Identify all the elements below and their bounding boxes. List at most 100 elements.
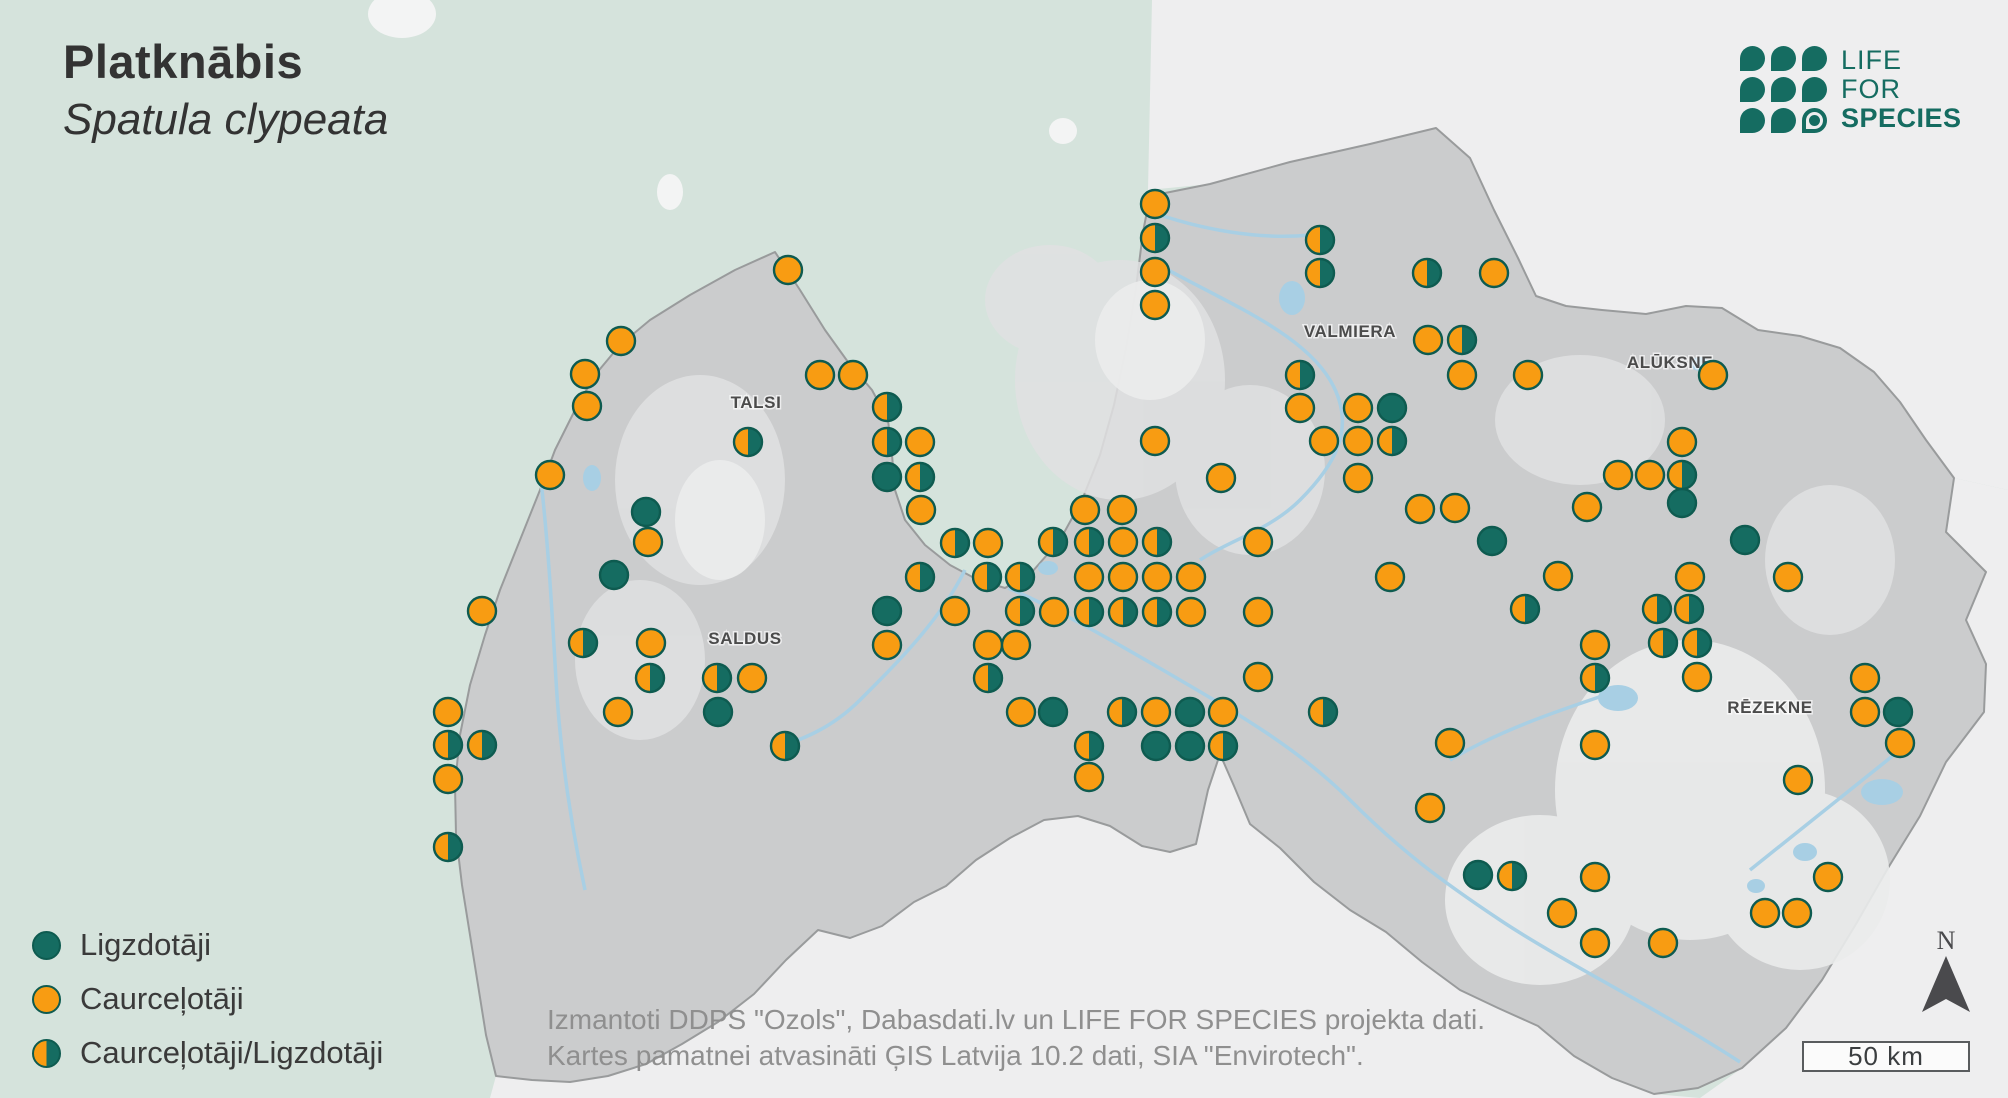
- marker-caurcelotaji-ligzdotaji: [732, 426, 764, 458]
- marker-caurcelotaji: [804, 359, 836, 391]
- marker-caurcelotaji: [1242, 661, 1274, 693]
- marker-caurcelotaji: [1884, 727, 1916, 759]
- city-label-valmiera: VALMIERA: [1304, 322, 1396, 341]
- marker-caurcelotaji-ligzdotaji: [1666, 459, 1698, 491]
- marker-caurcelotaji: [1342, 425, 1374, 457]
- marker-ligzdotaji: [1174, 730, 1206, 762]
- marker-caurcelotaji-ligzdotaji: [1139, 222, 1171, 254]
- marker-caurcelotaji: [1512, 359, 1544, 391]
- north-label: N: [1936, 926, 1956, 955]
- attribution-line-1: Izmantoti DDPS "Ozols", Dabasdati.lv un …: [547, 1004, 1486, 1035]
- marker-caurcelotaji-ligzdotaji: [1304, 257, 1336, 289]
- ligzdotaji-marker-icon: [32, 930, 61, 960]
- marker-ligzdotaji: [1140, 730, 1172, 762]
- marker-caurcelotaji: [1579, 861, 1611, 893]
- caurcelotaji-ligzdotaji-marker-icon: [32, 1038, 61, 1068]
- marker-caurcelotaji: [571, 390, 603, 422]
- attribution-line-2: Kartes pamatnei atvasināti ĢIS Latvija 1…: [547, 1040, 1364, 1071]
- marker-ligzdotaji: [1037, 696, 1069, 728]
- marker-caurcelotaji: [904, 426, 936, 458]
- marker-caurcelotaji: [1404, 493, 1436, 525]
- marker-caurcelotaji-ligzdotaji: [972, 662, 1004, 694]
- marker-caurcelotaji-ligzdotaji: [1106, 696, 1138, 728]
- attribution: Izmantoti DDPS "Ozols", Dabasdati.lv un …: [547, 1002, 1485, 1074]
- marker-caurcelotaji-ligzdotaji: [1509, 593, 1541, 625]
- scale-bar-label: 50 km: [1848, 1041, 1924, 1071]
- marker-caurcelotaji: [1374, 561, 1406, 593]
- marker-caurcelotaji: [1674, 561, 1706, 593]
- marker-caurcelotaji: [1069, 494, 1101, 526]
- marker-caurcelotaji: [1749, 897, 1781, 929]
- marker-caurcelotaji: [605, 325, 637, 357]
- marker-caurcelotaji: [1073, 561, 1105, 593]
- marker-caurcelotaji: [1697, 359, 1729, 391]
- marker-caurcelotaji: [1242, 526, 1274, 558]
- marker-caurcelotaji: [1647, 927, 1679, 959]
- marker-caurcelotaji: [736, 662, 768, 694]
- marker-caurcelotaji: [939, 595, 971, 627]
- marker-ligzdotaji: [1729, 524, 1761, 556]
- marker-caurcelotaji-ligzdotaji: [1037, 526, 1069, 558]
- legend-label: Ligzdotāji: [80, 927, 211, 962]
- title-block: Platknābis Spatula clypeata: [63, 34, 388, 145]
- marker-caurcelotaji: [1849, 662, 1881, 694]
- marker-caurcelotaji: [1139, 188, 1171, 220]
- marker-caurcelotaji: [466, 595, 498, 627]
- marker-ligzdotaji: [1666, 487, 1698, 519]
- marker-caurcelotaji: [905, 494, 937, 526]
- marker-caurcelotaji-ligzdotaji: [1207, 730, 1239, 762]
- species-latin-name: Spatula clypeata: [63, 95, 389, 144]
- legend-item-caurcelotaji-ligzdotaji: Caurceļotāji/Ligzdotāji: [32, 1035, 384, 1070]
- marker-caurcelotaji: [1342, 462, 1374, 494]
- marker-caurcelotaji: [1038, 596, 1070, 628]
- marker-caurcelotaji: [1546, 897, 1578, 929]
- marker-caurcelotaji: [1542, 560, 1574, 592]
- marker-ligzdotaji: [1476, 525, 1508, 557]
- city-labels: TALSI SALDUS VALMIERA ALŪKSNE RĒZEKNE: [707, 321, 1814, 719]
- marker-caurcelotaji-ligzdotaji: [567, 627, 599, 659]
- marker-caurcelotaji: [1175, 596, 1207, 628]
- logo-line-species: SPECIES: [1841, 103, 1962, 133]
- north-indicator: N: [1918, 926, 1974, 1017]
- marker-caurcelotaji-ligzdotaji: [871, 426, 903, 458]
- north-arrow-icon: [1922, 956, 1970, 1012]
- marker-caurcelotaji-ligzdotaji: [634, 662, 666, 694]
- legend-label: Caurceļotāji: [80, 981, 244, 1016]
- lakes: [583, 281, 1903, 893]
- marker-caurcelotaji-ligzdotaji: [1073, 730, 1105, 762]
- marker-caurcelotaji: [432, 696, 464, 728]
- marker-caurcelotaji: [1342, 392, 1374, 424]
- marker-caurcelotaji: [1579, 629, 1611, 661]
- marker-caurcelotaji: [432, 763, 464, 795]
- marker-caurcelotaji: [1139, 289, 1171, 321]
- marker-caurcelotaji: [1308, 425, 1340, 457]
- marker-caurcelotaji-ligzdotaji: [1307, 696, 1339, 728]
- marker-caurcelotaji: [569, 358, 601, 390]
- legend-label: Caurceļotāji/Ligzdotāji: [80, 1035, 384, 1070]
- scale-bar: 50 km: [1802, 1041, 1970, 1072]
- marker-caurcelotaji: [1141, 561, 1173, 593]
- legend: Ligzdotāji Caurceļotāji Caurceļotāji/Lig…: [32, 927, 384, 1092]
- marker-caurcelotaji-ligzdotaji: [701, 662, 733, 694]
- marker-caurcelotaji-ligzdotaji: [1141, 526, 1173, 558]
- marker-ligzdotaji: [871, 595, 903, 627]
- marker-caurcelotaji-ligzdotaji: [432, 729, 464, 761]
- marker-ligzdotaji: [1174, 696, 1206, 728]
- marker-caurcelotaji: [1666, 426, 1698, 458]
- marker-caurcelotaji: [1579, 927, 1611, 959]
- marker-caurcelotaji: [972, 527, 1004, 559]
- marker-caurcelotaji: [972, 629, 1004, 661]
- marker-caurcelotaji: [1005, 696, 1037, 728]
- marker-caurcelotaji: [534, 459, 566, 491]
- marker-caurcelotaji: [1681, 661, 1713, 693]
- marker-caurcelotaji-ligzdotaji: [769, 730, 801, 762]
- marker-caurcelotaji: [1812, 861, 1844, 893]
- marker-caurcelotaji: [1073, 761, 1105, 793]
- marker-caurcelotaji: [1478, 257, 1510, 289]
- marker-caurcelotaji: [871, 629, 903, 661]
- marker-caurcelotaji-ligzdotaji: [1141, 596, 1173, 628]
- marker-caurcelotaji-ligzdotaji: [1304, 224, 1336, 256]
- legend-item-ligzdotaji: Ligzdotāji: [32, 927, 383, 962]
- marker-caurcelotaji-ligzdotaji: [1446, 324, 1478, 356]
- marker-caurcelotaji-ligzdotaji: [939, 527, 971, 559]
